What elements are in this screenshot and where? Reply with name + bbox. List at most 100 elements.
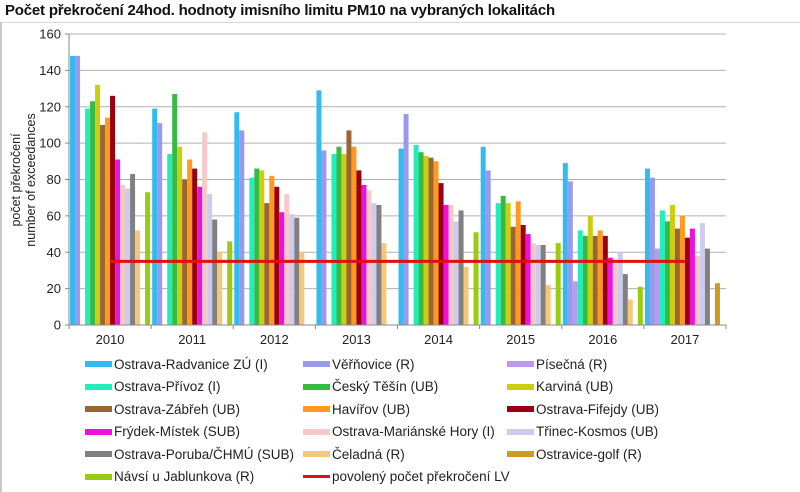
- bar: [182, 179, 188, 325]
- y-tick-label: 140: [39, 63, 61, 78]
- legend-color-swatch: [85, 406, 112, 412]
- legend-color-swatch: [85, 473, 112, 480]
- legend-color-swatch: [85, 361, 112, 367]
- bar: [279, 212, 285, 325]
- bar: [336, 146, 342, 325]
- bar: [207, 194, 213, 325]
- bar: [443, 204, 449, 325]
- bar: [381, 243, 387, 325]
- legend-label: Ostrava-Mariánské Hory (I): [332, 424, 495, 439]
- bar: [125, 188, 131, 325]
- bar: [433, 161, 439, 325]
- bar: [684, 237, 690, 325]
- x-tick-label: 2010: [96, 332, 125, 347]
- bar: [187, 159, 193, 325]
- x-tick-label: 2011: [178, 332, 206, 347]
- y-tick-label: 160: [39, 27, 61, 42]
- legend-color-swatch: [85, 451, 112, 457]
- bar: [100, 124, 106, 325]
- bar: [264, 203, 270, 325]
- bar: [321, 150, 327, 325]
- legend-color-swatch: [507, 361, 534, 367]
- legend-item: Čeladná (R): [303, 444, 405, 464]
- bar: [294, 217, 300, 325]
- y-axis-label-line2: number of exceedances: [24, 113, 38, 246]
- legend-label: Věřňovice (R): [332, 356, 415, 372]
- bar: [540, 244, 546, 325]
- bar: [356, 170, 362, 325]
- bar: [331, 154, 337, 325]
- bar: [284, 194, 290, 325]
- legend-color-swatch: [507, 451, 534, 457]
- bar: [254, 168, 260, 325]
- bar: [167, 154, 173, 325]
- legend-label: Frýdek-Místek (SUB): [114, 424, 241, 439]
- bar: [95, 84, 101, 325]
- bar: [120, 184, 126, 325]
- bar: [714, 283, 720, 325]
- bar: [217, 252, 223, 325]
- bar: [157, 123, 163, 326]
- legend-item: povolený počet překročení LV: [303, 467, 510, 487]
- bar: [70, 55, 76, 325]
- x-tick-label: 2013: [342, 332, 371, 347]
- legend-item: Třinec-Kosmos (UB): [507, 422, 658, 442]
- bar: [679, 215, 685, 325]
- bar: [694, 255, 700, 325]
- bar: [485, 170, 491, 325]
- bar: [637, 286, 643, 325]
- x-tick-labels: 2010 2011 2012 2013 2014 2015 2016 2017: [96, 332, 700, 347]
- legend-item: Ostrava-Mariánské Hory (I): [303, 422, 495, 442]
- legend-label: Havířov (UB): [332, 401, 411, 417]
- axes: [65, 33, 727, 329]
- frame-border: [0, 22, 2, 492]
- legend-item: Havířov (UB): [303, 399, 410, 419]
- bar: [689, 228, 695, 325]
- legend-label: povolený počet překročení LV: [332, 469, 510, 484]
- y-tick-labels: 0 20 40 60 80 100 120 140 160: [39, 27, 61, 333]
- bar: [525, 234, 531, 325]
- legend-label: Písečná (R): [536, 356, 608, 372]
- legend-label: Ostrava-Radvanice ZÚ (I): [114, 356, 268, 372]
- legend-line-swatch: [303, 475, 330, 478]
- bar: [212, 219, 218, 325]
- bar: [346, 130, 352, 325]
- legend-item: Ostravice-golf (R): [507, 444, 642, 464]
- bar: [341, 154, 347, 325]
- y-tick-label: 60: [47, 208, 61, 223]
- bar: [530, 243, 536, 325]
- bar: [361, 184, 367, 325]
- legend-item: Ostrava-Zábřeh (UB): [85, 399, 240, 419]
- x-tick-label: 2017: [670, 332, 699, 347]
- legend-color-swatch: [85, 428, 112, 435]
- y-tick-label: 20: [47, 281, 61, 296]
- bar: [669, 204, 675, 325]
- bar: [197, 186, 203, 325]
- legend-item: Frýdek-Místek (SUB): [85, 422, 240, 442]
- bar: [152, 108, 158, 325]
- bar: [289, 214, 295, 325]
- bar: [90, 101, 96, 325]
- bar: [592, 235, 598, 325]
- legend-item: Ostrava-Fifejdy (UB): [507, 399, 659, 419]
- bar: [582, 235, 588, 325]
- bar: [463, 266, 469, 325]
- bar: [617, 252, 623, 325]
- legend-label: Ostrava-Poruba/ČHMÚ (SUB): [114, 446, 295, 462]
- bar: [664, 221, 670, 325]
- bar: [177, 146, 183, 325]
- legend-color-swatch: [85, 383, 112, 390]
- bar: [567, 181, 573, 325]
- bar: [316, 90, 322, 325]
- bar: [674, 228, 680, 325]
- x-tick-label: 2016: [588, 332, 617, 347]
- legend-label: Český Těšín (UB): [332, 379, 439, 394]
- bar: [202, 132, 208, 325]
- bar: [423, 155, 429, 325]
- y-tick-label: 80: [47, 172, 61, 187]
- bar: [269, 175, 275, 325]
- bar: [644, 168, 650, 325]
- legend-color-swatch: [507, 383, 534, 390]
- bar: [371, 203, 377, 325]
